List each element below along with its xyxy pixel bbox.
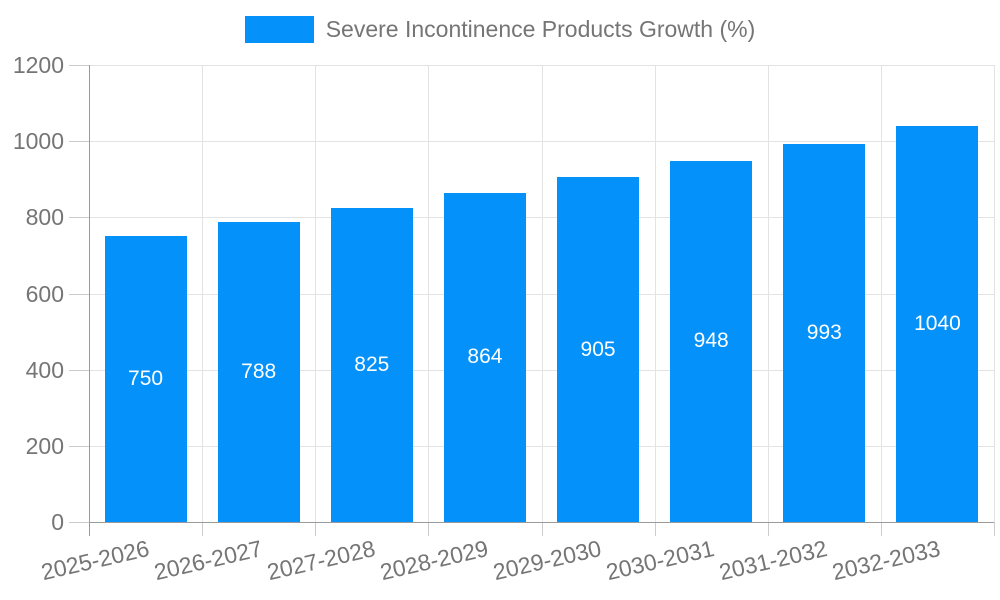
x-axis-tick <box>541 522 543 536</box>
gridline-vertical <box>654 65 656 522</box>
bar[interactable] <box>896 125 979 522</box>
y-axis-tick-label: 200 <box>25 432 64 459</box>
y-axis-tick <box>69 141 89 143</box>
x-axis-tick <box>767 522 769 536</box>
bar-value-label: 788 <box>241 359 277 383</box>
y-axis-tick <box>69 217 89 219</box>
bar-value-label: 905 <box>580 337 616 361</box>
x-axis-tick <box>315 522 317 536</box>
bar[interactable] <box>330 207 413 522</box>
y-axis-tick-label: 400 <box>25 356 64 383</box>
bar-value-label: 948 <box>693 329 729 353</box>
bar-value-label: 1040 <box>914 311 961 335</box>
legend-label: Severe Incontinence Products Growth (%) <box>325 16 756 42</box>
gridline-vertical <box>315 65 317 522</box>
x-axis-tick <box>428 522 430 536</box>
x-axis-line <box>89 522 994 523</box>
x-axis-tick <box>654 522 656 536</box>
bar-value-label: 993 <box>806 320 842 344</box>
y-axis-tick <box>69 522 89 523</box>
bar[interactable] <box>104 236 187 522</box>
gridline-vertical <box>428 65 430 522</box>
y-axis-tick-label: 1000 <box>12 128 64 155</box>
bar-value-label: 825 <box>354 352 390 376</box>
y-axis-tick <box>69 65 89 66</box>
gridline-vertical <box>767 65 769 522</box>
gridline-vertical <box>202 65 204 522</box>
bar-value-label: 750 <box>128 367 164 391</box>
bar[interactable] <box>557 177 640 522</box>
y-axis-line <box>89 65 90 536</box>
y-axis-tick <box>69 369 89 371</box>
bar[interactable] <box>783 143 866 522</box>
bar-value-label: 864 <box>467 345 503 369</box>
bar[interactable] <box>443 192 526 522</box>
x-axis-tick <box>994 522 995 536</box>
y-axis-tick-label: 1200 <box>12 52 64 78</box>
bar[interactable] <box>670 160 753 522</box>
gridline-vertical <box>541 65 543 522</box>
gridline-vertical <box>880 65 882 522</box>
gridline-vertical <box>994 65 995 522</box>
y-axis-tick-label: 800 <box>25 204 64 231</box>
bar[interactable] <box>217 221 300 522</box>
y-axis-tick <box>69 445 89 447</box>
x-axis-tick <box>880 522 882 536</box>
legend-swatch <box>244 16 314 43</box>
legend[interactable]: Severe Incontinence Products Growth (%) <box>0 16 1000 43</box>
y-axis-tick-label: 600 <box>25 280 64 307</box>
x-axis-tick <box>202 522 204 536</box>
y-axis-tick <box>69 293 89 295</box>
y-axis-tick-label: 0 <box>51 509 64 535</box>
